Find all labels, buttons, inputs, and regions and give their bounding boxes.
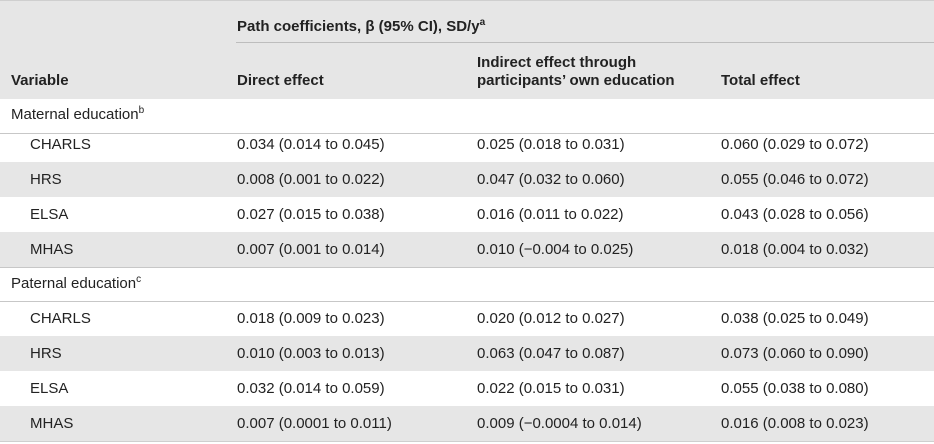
section-label-maternal: Maternal educationb	[11, 106, 144, 124]
row-name: MHAS	[30, 415, 74, 432]
column-header-indirect: Indirect effect through participants’ ow…	[477, 54, 675, 90]
column-header-indirect-line2: participants’ own education	[477, 72, 675, 89]
group-header-rule	[236, 42, 934, 43]
table-header: Path coefficients, β (95% CI), SD/ya Var…	[0, 0, 934, 99]
total-effect-cell: 0.055 (0.046 to 0.072)	[721, 171, 869, 188]
row-name: HRS	[30, 345, 62, 362]
direct-effect-cell: 0.018 (0.009 to 0.023)	[237, 310, 385, 327]
indirect-effect-cell: 0.063 (0.047 to 0.087)	[477, 345, 625, 362]
total-effect-cell: 0.055 (0.038 to 0.080)	[721, 380, 869, 397]
indirect-effect-cell: 0.010 (−0.004 to 0.025)	[477, 241, 634, 258]
group-header: Path coefficients, β (95% CI), SD/ya	[237, 17, 486, 36]
column-header-indirect-line1: Indirect effect through	[477, 54, 637, 71]
table-row: ELSA 0.027 (0.015 to 0.038) 0.016 (0.011…	[0, 197, 934, 232]
table-bottom-rule	[0, 441, 934, 442]
row-name: MHAS	[30, 241, 74, 258]
row-name: CHARLS	[30, 136, 91, 153]
direct-effect-cell: 0.007 (0.0001 to 0.011)	[237, 415, 392, 432]
direct-effect-cell: 0.008 (0.001 to 0.022)	[237, 171, 385, 188]
column-header-variable: Variable	[11, 72, 69, 89]
indirect-effect-cell: 0.025 (0.018 to 0.031)	[477, 136, 625, 153]
indirect-effect-cell: 0.022 (0.015 to 0.031)	[477, 380, 625, 397]
row-name: ELSA	[30, 380, 69, 397]
indirect-effect-cell: 0.016 (0.011 to 0.022)	[477, 206, 624, 223]
total-effect-cell: 0.038 (0.025 to 0.049)	[721, 310, 869, 327]
direct-effect-cell: 0.027 (0.015 to 0.038)	[237, 206, 385, 223]
direct-effect-cell: 0.007 (0.001 to 0.014)	[237, 241, 385, 258]
section-label-maternal-text: Maternal education	[11, 106, 139, 123]
direct-effect-cell: 0.032 (0.014 to 0.059)	[237, 380, 385, 397]
table-row: MHAS 0.007 (0.001 to 0.014) 0.010 (−0.00…	[0, 232, 934, 267]
table-row: CHARLS 0.034 (0.014 to 0.045) 0.025 (0.0…	[0, 127, 934, 162]
column-header-direct: Direct effect	[237, 72, 324, 89]
column-header-total: Total effect	[721, 72, 800, 89]
group-header-footnote: a	[479, 17, 486, 28]
row-name: HRS	[30, 171, 62, 188]
table-row: CHARLS 0.018 (0.009 to 0.023) 0.020 (0.0…	[0, 301, 934, 336]
total-effect-cell: 0.018 (0.004 to 0.032)	[721, 241, 869, 258]
table-row: HRS 0.010 (0.003 to 0.013) 0.063 (0.047 …	[0, 336, 934, 371]
group-header-text: Path coefficients, β (95% CI), SD/y	[237, 18, 480, 35]
section-label-paternal: Paternal educationc	[11, 275, 141, 293]
total-effect-cell: 0.043 (0.028 to 0.056)	[721, 206, 869, 223]
indirect-effect-cell: 0.009 (−0.0004 to 0.014)	[477, 415, 642, 432]
table-row: ELSA 0.032 (0.014 to 0.059) 0.022 (0.015…	[0, 371, 934, 406]
direct-effect-cell: 0.034 (0.014 to 0.045)	[237, 136, 385, 153]
table-row: HRS 0.008 (0.001 to 0.022) 0.047 (0.032 …	[0, 162, 934, 197]
section-row-paternal: Paternal educationc	[0, 267, 934, 302]
row-name: CHARLS	[30, 310, 91, 327]
direct-effect-cell: 0.010 (0.003 to 0.013)	[237, 345, 385, 362]
total-effect-cell: 0.060 (0.029 to 0.072)	[721, 136, 869, 153]
row-name: ELSA	[30, 206, 69, 223]
indirect-effect-cell: 0.020 (0.012 to 0.027)	[477, 310, 625, 327]
total-effect-cell: 0.016 (0.008 to 0.023)	[721, 415, 869, 432]
section-row-maternal: Maternal educationb	[0, 99, 934, 134]
section-label-paternal-footnote: c	[136, 274, 142, 285]
indirect-effect-cell: 0.047 (0.032 to 0.060)	[477, 171, 625, 188]
section-label-maternal-footnote: b	[138, 105, 145, 116]
total-effect-cell: 0.073 (0.060 to 0.090)	[721, 345, 869, 362]
section-label-paternal-text: Paternal education	[11, 275, 137, 292]
table-row: MHAS 0.007 (0.0001 to 0.011) 0.009 (−0.0…	[0, 406, 934, 441]
